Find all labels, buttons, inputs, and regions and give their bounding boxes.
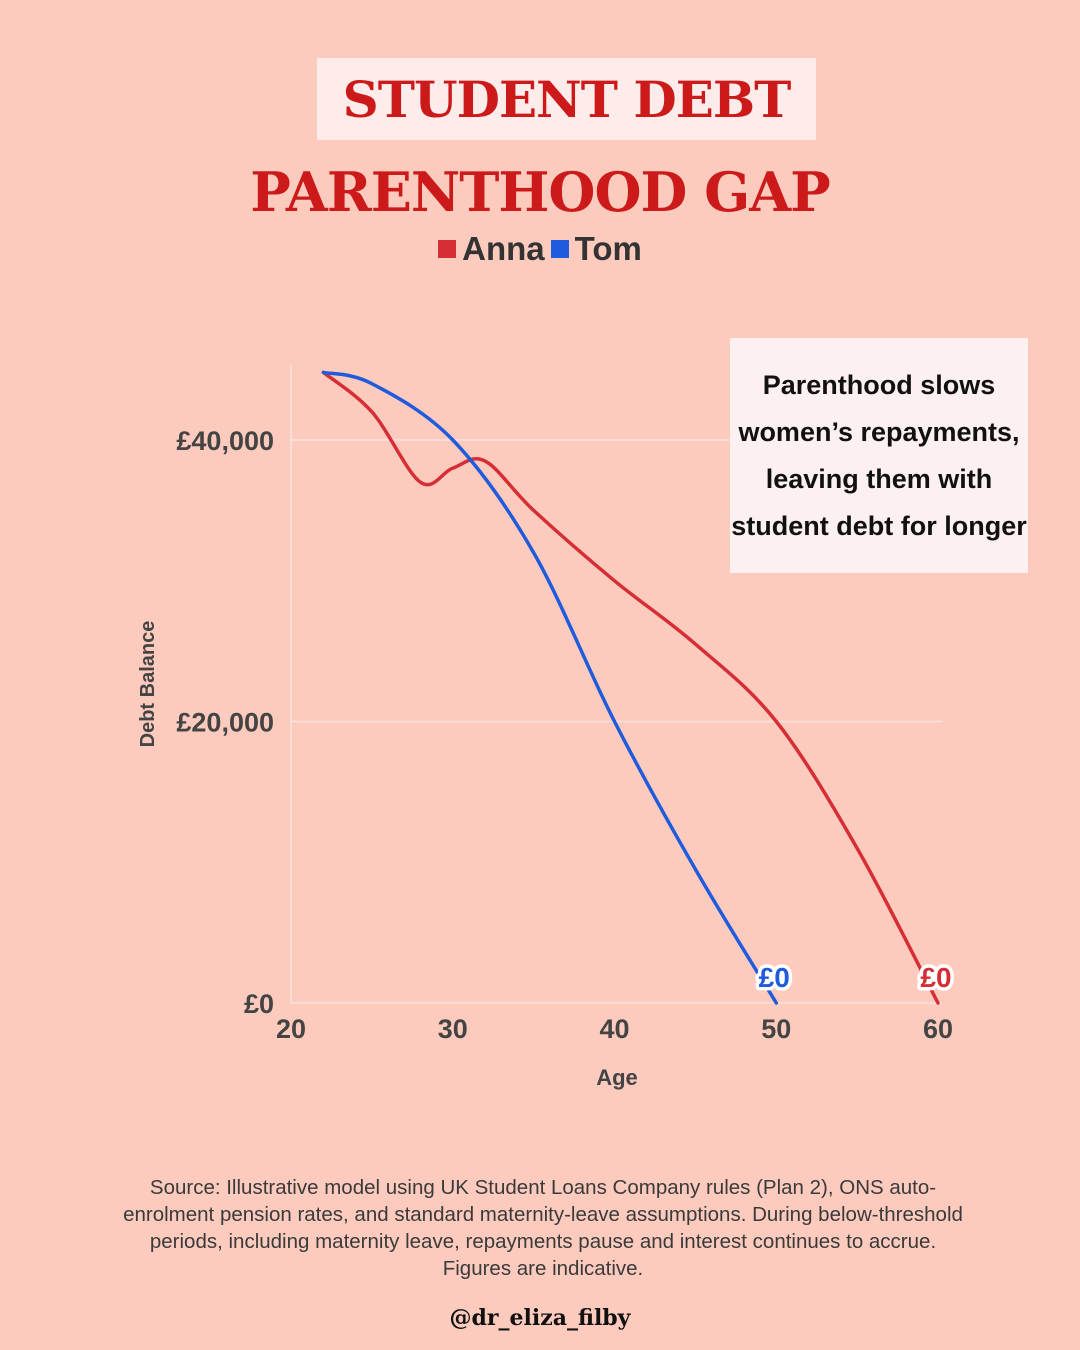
series-line-tom [321, 370, 779, 1005]
end-label-halo-tom: £0 [759, 962, 790, 993]
series-line-anna [321, 370, 940, 1005]
x-tick-label: 50 [761, 1014, 791, 1044]
series-layer [321, 370, 940, 1005]
label-layer: £0£0£0£0 [755, 959, 955, 997]
x-tick-label: 20 [276, 1014, 306, 1044]
legend-label-tom: Tom [574, 230, 642, 267]
legend-item-anna: Anna [438, 230, 545, 268]
legend-swatch-tom [550, 240, 569, 258]
x-tick-label: 30 [438, 1014, 468, 1044]
y-tick-label: £0 [244, 989, 274, 1019]
annotation-box: Parenthood slows women’s repayments, lea… [730, 338, 1028, 573]
end-label-text-anna: £0 [920, 962, 951, 993]
y-axis-title: Debt Balance [137, 621, 159, 748]
end-label-anna: £0£0 [917, 959, 955, 997]
source-note: Source: Illustrative model using UK Stud… [123, 1176, 963, 1280]
y-tick-label: £40,000 [176, 426, 274, 456]
title-line-2: PARENTHOOD GAP [250, 160, 831, 224]
x-axis-title: Age [596, 1065, 638, 1090]
y-tick-label: £20,000 [176, 708, 274, 738]
annotation-text: Parenthood slows women’s repayments, lea… [731, 369, 1027, 541]
x-tick-label: 60 [923, 1014, 953, 1044]
legend-swatch-anna [438, 240, 457, 258]
end-label-tom: £0£0 [755, 959, 793, 997]
end-label-text-tom: £0 [759, 962, 790, 993]
author-handle: @dr_eliza_filby [449, 1305, 631, 1331]
x-tick-label: 40 [599, 1014, 629, 1044]
legend-label-anna: Anna [462, 230, 545, 267]
end-label-halo-anna: £0 [920, 962, 951, 993]
legend-item-tom: Tom [550, 230, 642, 268]
title-line-1: STUDENT DEBT [342, 69, 792, 129]
title-box: STUDENT DEBT [317, 58, 816, 140]
legend: Anna Tom [0, 230, 1080, 268]
axis-layer: £0 £20,000 £40,000 20 30 40 50 60 [176, 365, 953, 1044]
